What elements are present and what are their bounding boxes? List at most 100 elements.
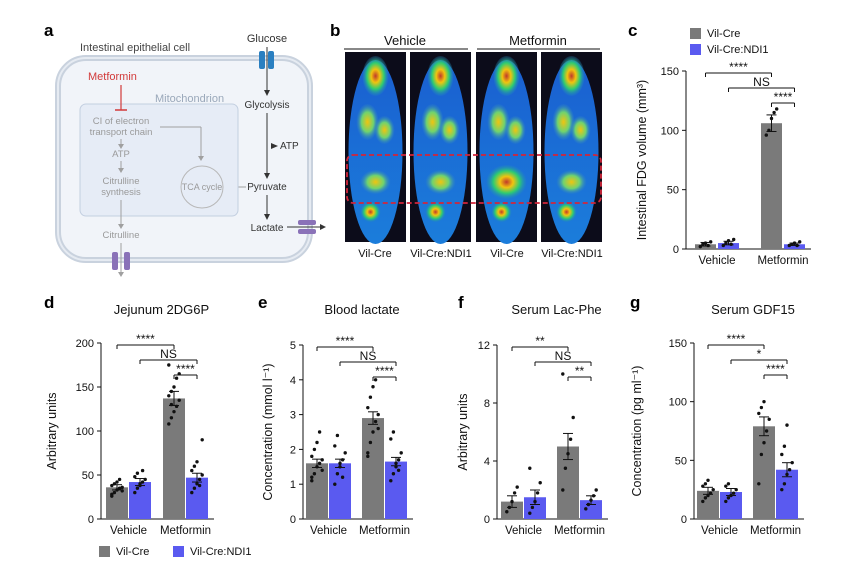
legend-top-label-vilcre: Vil-Cre [707,28,740,40]
data-point [505,510,509,514]
pyruvate-arrowhead [264,214,270,220]
atp-right-label: ATP [280,141,299,152]
data-point [729,493,733,498]
glucose-arrowhead [264,90,270,96]
panel-label-b: b [330,21,340,40]
data-point [591,494,596,498]
data-point [197,483,202,488]
bar-vil-cre-ndi1 [776,469,798,519]
data-point [335,433,340,438]
y-tick-label: 0 [290,514,296,526]
significance-label: * [757,347,762,361]
significance-label: **** [375,364,394,378]
data-point [586,502,591,507]
data-point [192,464,197,468]
data-point [535,491,540,495]
data-point [533,499,537,504]
data-point [315,465,319,469]
data-point [115,480,119,484]
bar-vil-cre [557,446,579,519]
data-point [340,475,345,479]
y-tick-label: 100 [76,426,94,438]
tca-cycle [180,165,224,209]
data-point [320,468,324,472]
significance-label: **** [766,362,785,376]
pet-head-signal-4 [558,56,585,96]
data-point [759,405,764,410]
data-point [391,430,396,434]
data-point [507,505,512,510]
category-label: Metformin [359,525,410,537]
pet-head-signal-2 [427,56,454,96]
data-point [192,486,197,490]
chart-title: Jejunum 2DG6P [114,302,209,317]
y-axis-label: Concentration (mmol l⁻¹) [261,363,275,500]
data-point [787,243,791,248]
data-point [764,429,769,433]
y-axis-label: Concentration (pg ml⁻¹) [630,366,644,497]
data-point [138,482,142,486]
legend-top-label-ndi1: Vil-Cre:NDI1 [707,44,769,56]
y-tick-label: 3 [290,410,296,422]
lactate-export-arrowhead [320,224,326,230]
bar-vil-cre-ndi1 [186,477,208,519]
pet-bladder-signal-3 [491,202,512,222]
data-point [515,485,519,489]
data-point [376,412,380,417]
category-label: Vehicle [310,525,347,537]
data-point [368,440,373,445]
data-point [706,493,710,498]
data-point [391,472,396,476]
bar-vil-cre [362,418,384,519]
data-point [110,483,114,488]
y-tick-label: 50 [675,455,687,467]
pet-gut-signal-3 [486,165,527,199]
panel-label-a: a [44,21,54,40]
bar-vil-cre-ndi1 [784,244,805,249]
glycolysis-label: Glycolysis [244,100,289,111]
data-point [530,505,535,510]
data-point [709,240,713,244]
legend-top-swatch-ndi1 [690,44,701,55]
bar-vil-cre [106,487,128,519]
data-point [780,487,784,492]
data-point [708,491,713,495]
data-point [366,405,370,410]
significance-label: NS [160,347,177,361]
data-point [790,460,794,465]
lactate-label: Lactate [251,223,284,234]
chart-fdg-volume: 0 50 100 150 Intestinal FDG volume (mm³) Vehi… [635,60,811,267]
data-point [110,494,114,498]
data-point [190,468,194,473]
y-tick-label: 50 [667,185,679,197]
legend-bottom-label-ndi1: Vil-Cre:NDI1 [190,546,252,558]
y-tick-label: 100 [669,397,687,409]
data-point [571,415,575,420]
pyruvate-label: Pyruvate [247,182,287,193]
intestine-roi-box [346,154,602,204]
data-point [120,485,124,490]
data-point [197,477,202,482]
data-point [120,489,124,493]
data-point [594,488,598,492]
legend-bottom: Vil-Cre Vil-Cre:NDI1 [99,546,252,558]
panel-label-d: d [44,293,54,312]
pet-chest2-signal-1 [374,116,395,144]
data-point [172,409,176,414]
y-tick-label: 1 [290,479,296,491]
cell-label: Intestinal epithelial cell [80,42,190,54]
data-point [512,491,517,495]
bar-vil-cre-ndi1 [580,500,602,519]
pet-chest2-signal-4 [570,116,591,144]
bar-vil-cre-ndi1 [329,463,351,519]
pet-head-signal-3 [493,56,520,96]
pet-images [345,52,602,244]
data-point [563,466,568,470]
bar-vil-cre-ndi1 [385,461,407,519]
data-point [396,468,401,472]
mitochondrion-label: Mitochondrion [155,93,224,105]
data-point [759,452,764,457]
data-point [703,241,708,245]
bar-vil-cre-ndi1 [129,482,151,519]
bar-vil-cre [501,501,523,519]
